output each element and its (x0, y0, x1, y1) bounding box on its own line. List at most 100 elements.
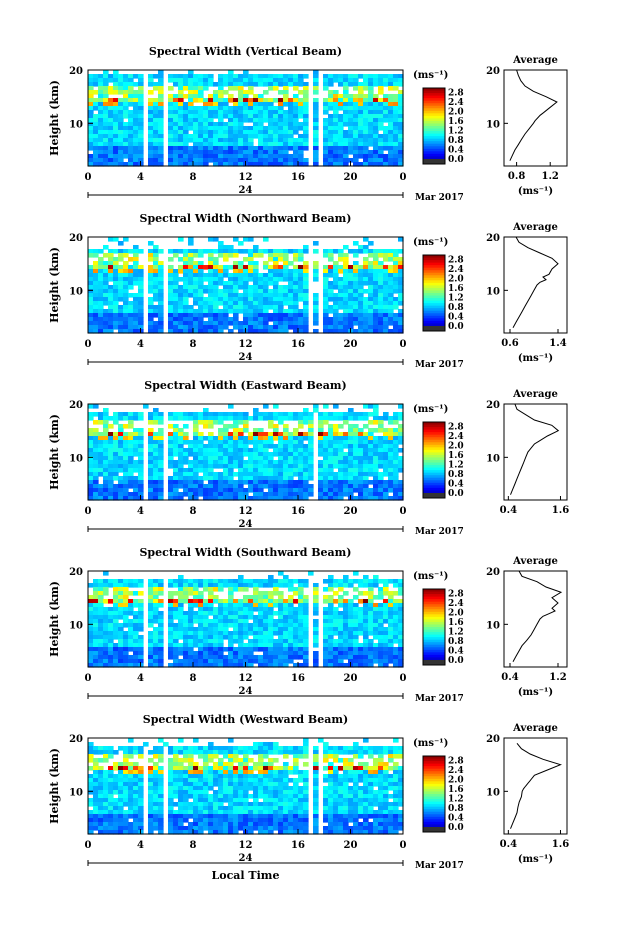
heatmap-cell (283, 146, 289, 151)
heatmap-cell (133, 106, 139, 111)
heatmap-cell (318, 448, 324, 453)
heatmap-cell (328, 480, 334, 485)
heatmap-cell (193, 289, 199, 294)
heatmap-cell (233, 325, 239, 330)
heatmap-cell (168, 277, 174, 282)
heatmap-cell (193, 472, 199, 477)
heatmap-cell (323, 74, 329, 79)
heatmap-cell (293, 623, 299, 628)
heatmap-cell (278, 110, 284, 115)
heatmap-cell (93, 476, 99, 481)
heatmap-cell (323, 158, 329, 163)
heatmap-cell (323, 150, 329, 155)
heatmap-cell (298, 265, 304, 270)
heatmap-cell (293, 305, 299, 310)
heatmap-cell (238, 86, 244, 91)
heatmap-cell (353, 86, 359, 91)
heatmap-cell (338, 321, 344, 326)
heatmap-cell (98, 130, 104, 135)
heatmap-cell (293, 106, 299, 111)
heatmap-cell (258, 643, 264, 648)
heatmap-cell (298, 460, 304, 465)
heatmap-cell (233, 416, 239, 421)
heatmap-cell (123, 424, 129, 429)
heatmap-cell (303, 655, 309, 660)
profile-x-label: (ms⁻¹) (518, 353, 553, 364)
heatmap-cell (263, 313, 269, 318)
heatmap-cell (93, 154, 99, 159)
heatmap-cell (168, 424, 174, 429)
heatmap-cell (328, 635, 334, 640)
heatmap-cell (378, 436, 384, 441)
heatmap-cell (393, 460, 399, 465)
heatmap-cell (238, 643, 244, 648)
heatmap-cell (218, 269, 224, 274)
heatmap-cell (348, 301, 354, 306)
heatmap-cell (148, 285, 154, 290)
heatmap-cell (283, 456, 289, 461)
heatmap-cell (273, 86, 279, 91)
heatmap-cell (303, 647, 309, 652)
heatmap-cell (103, 293, 109, 298)
heatmap-cell (243, 440, 249, 445)
heatmap-cell (263, 452, 269, 457)
heatmap-cell (93, 114, 99, 119)
heatmap-cell (318, 424, 324, 429)
heatmap-cell (103, 424, 109, 429)
heatmap-cell (258, 82, 264, 87)
heatmap-cell (128, 146, 134, 151)
heatmap-cell (178, 472, 184, 477)
heatmap-cell (263, 142, 269, 147)
heatmap-cell (133, 579, 139, 584)
heatmap-cell (378, 122, 384, 127)
heatmap-cell (288, 297, 294, 302)
heatmap-cell (208, 468, 214, 473)
heatmap-cell (358, 452, 364, 457)
heatmap-cell (138, 468, 144, 473)
heatmap-cell (153, 277, 159, 282)
heatmap-cell (93, 277, 99, 282)
heatmap-cell (358, 436, 364, 441)
heatmap-cell (278, 134, 284, 139)
heatmap-cell (203, 623, 209, 628)
heatmap-cell (183, 134, 189, 139)
heatmap-cell (208, 134, 214, 139)
heatmap-cell (313, 146, 319, 151)
heatmap-cell (113, 607, 119, 612)
heatmap-cell (193, 464, 199, 469)
heatmap-cell (248, 273, 254, 278)
heatmap-cell (363, 404, 369, 409)
heatmap-cell (258, 158, 264, 163)
heatmap-cell (248, 146, 254, 151)
heatmap-cell (303, 460, 309, 465)
heatmap-cell (353, 595, 359, 600)
heatmap-cell (88, 126, 94, 131)
heatmap-cell (363, 460, 369, 465)
heatmap-cell (368, 309, 374, 314)
heatmap-cell (158, 448, 164, 453)
heatmap-cell (158, 436, 164, 441)
heatmap-cell (363, 313, 369, 318)
heatmap-cell (243, 444, 249, 449)
heatmap-cell (313, 130, 319, 135)
heatmap-cell (288, 317, 294, 322)
heatmap-cell (343, 82, 349, 87)
heatmap-cell (198, 158, 204, 163)
heatmap-cell (123, 655, 129, 660)
heatmap-cell (128, 94, 134, 99)
profile-x-tick-label: 0.6 (501, 338, 518, 349)
heatmap-cell (168, 436, 174, 441)
heatmap-cell (368, 492, 374, 497)
heatmap-cell (218, 631, 224, 636)
heatmap-cell (133, 130, 139, 135)
heatmap-cell (328, 249, 334, 254)
heatmap-cell (153, 647, 159, 652)
heatmap-cell (258, 285, 264, 290)
heatmap-cell (153, 321, 159, 326)
heatmap-cell (203, 102, 209, 107)
heatmap-cell (283, 78, 289, 83)
heatmap-cell (148, 257, 154, 262)
heatmap-cell (348, 460, 354, 465)
heatmap-cell (278, 285, 284, 290)
heatmap-cell (298, 317, 304, 322)
